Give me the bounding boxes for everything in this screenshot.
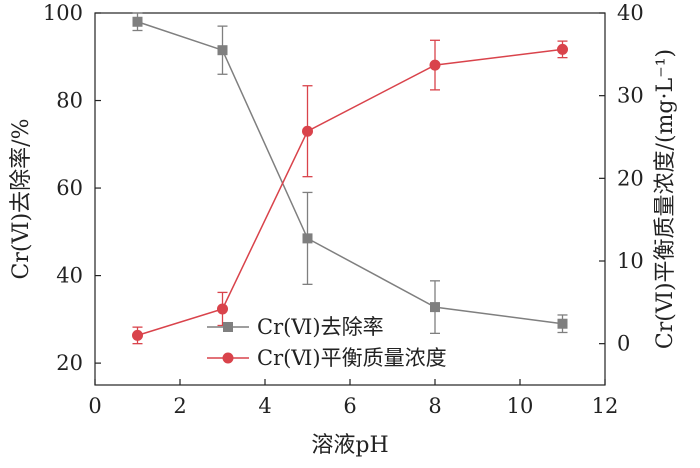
y-left-tick-label: 60 [56, 176, 83, 200]
series-2 [132, 39, 568, 345]
x-tick-label: 6 [343, 394, 356, 418]
legend-marker [222, 352, 234, 364]
data-point [132, 16, 143, 27]
data-point [430, 302, 440, 313]
data-point [302, 233, 313, 244]
x-tick-label: 2 [173, 394, 186, 418]
series-line [137, 48, 563, 337]
x-tick-label: 0 [88, 394, 101, 418]
x-tick-label: 10 [507, 394, 534, 418]
legend-label: Cr(Ⅵ)平衡质量浓度 [257, 346, 447, 370]
data-point [132, 329, 143, 341]
x-tick-label: 12 [592, 394, 619, 418]
data-point [217, 303, 228, 315]
legend-label: Cr(Ⅵ)去除率 [257, 315, 384, 339]
data-point [557, 43, 568, 55]
y-right-tick-label: 30 [617, 84, 644, 108]
x-tick-label: 8 [428, 394, 441, 418]
y-right-tick-label: 40 [617, 1, 644, 25]
y-right-tick-label: 20 [617, 166, 644, 190]
x-tick-label: 4 [258, 394, 271, 418]
y-left-tick-label: 80 [56, 89, 83, 113]
data-point [302, 125, 313, 137]
legend: Cr(Ⅵ)去除率 Cr(Ⅵ)平衡质量浓度 [207, 315, 447, 370]
data-point [217, 45, 228, 56]
legend-marker [223, 322, 233, 332]
y-left-tick-label: 40 [56, 264, 83, 288]
y-right-tick-label: 10 [617, 249, 644, 273]
series-1 [132, 12, 568, 335]
y-right-tick-label: 0 [617, 332, 630, 356]
y-axis-left-title: Cr(Ⅵ)去除率/% [9, 119, 34, 280]
y-axis-right-title: Cr(Ⅵ)平衡质量浓度/(mg·L⁻¹) [653, 49, 678, 349]
y-left-tick-label: 20 [56, 351, 83, 375]
x-axis-title: 溶液pH [311, 433, 388, 458]
data-point [557, 318, 568, 329]
data-point [429, 59, 441, 71]
y-left-tick-label: 100 [43, 1, 83, 25]
series-layer [132, 12, 568, 345]
series-line [137, 21, 563, 325]
axes: 0 2 4 6 8 10 12 20 40 60 80 100 0 10 20 30 40 [43, 1, 644, 418]
